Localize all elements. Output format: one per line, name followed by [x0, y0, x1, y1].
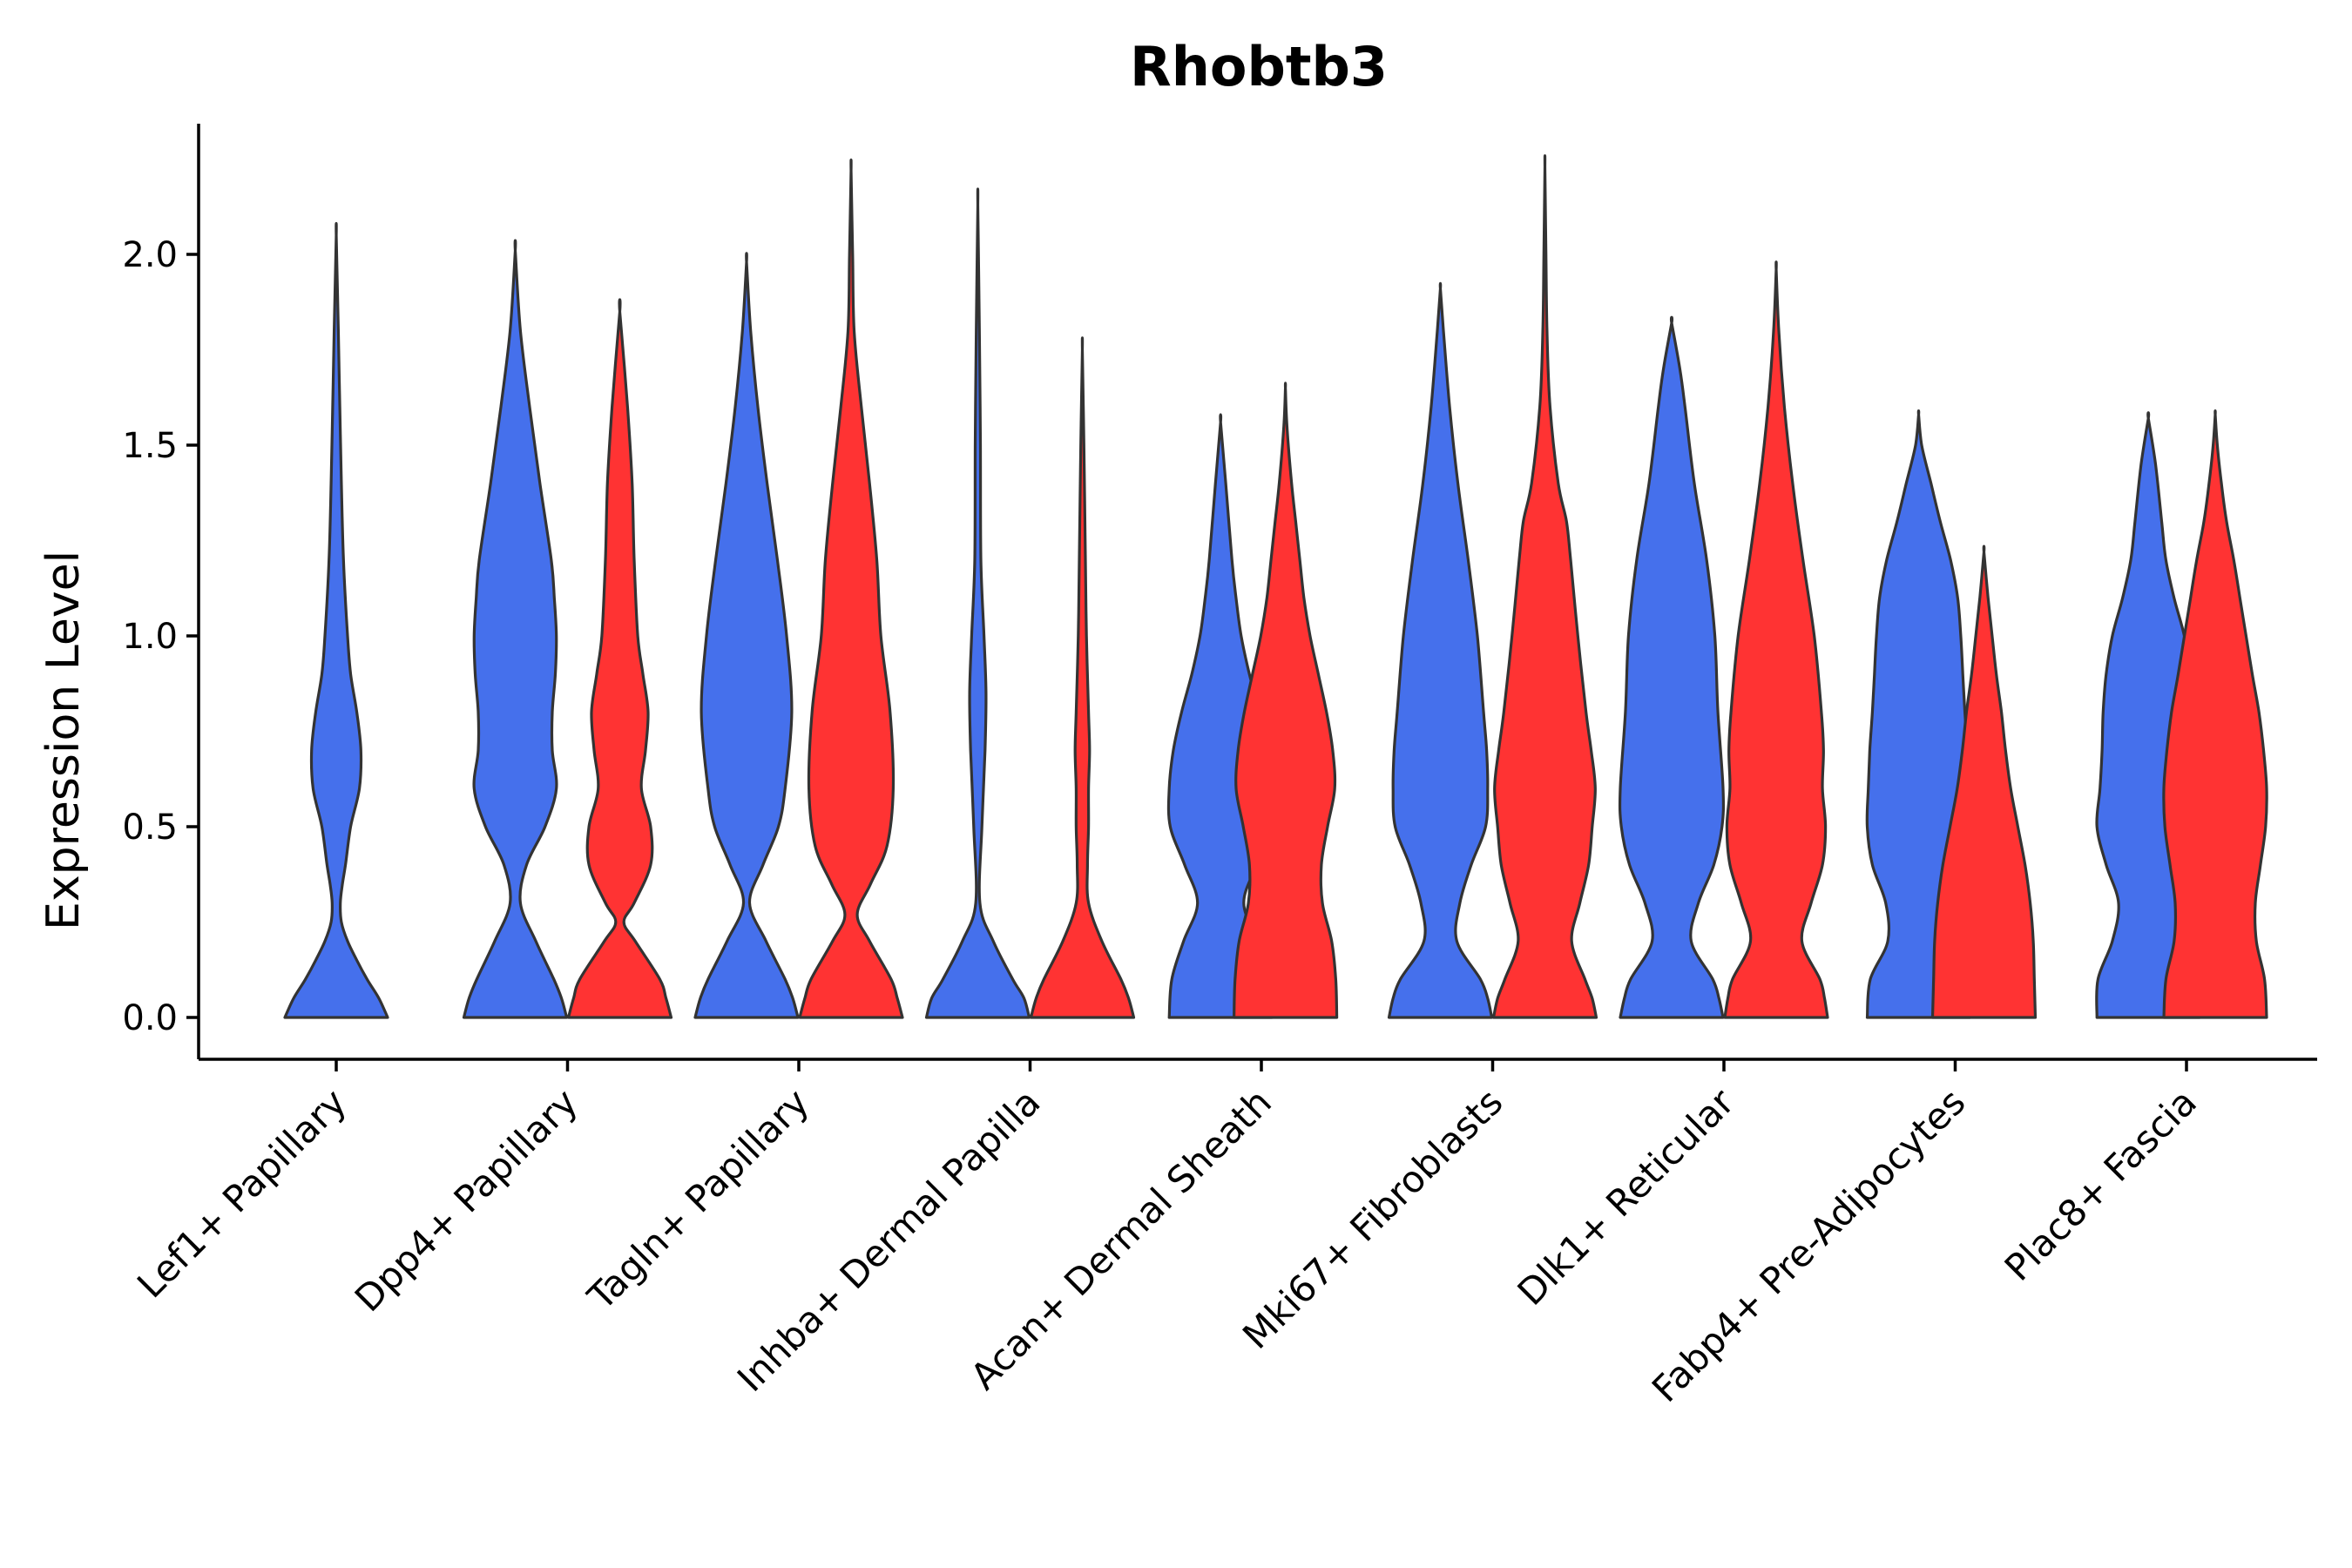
y-tick-label: 1.5 — [122, 426, 178, 466]
violin-5-group_a — [1387, 281, 1494, 1019]
y-tick-label: 1.0 — [122, 617, 178, 657]
violin-1-group_a — [462, 239, 569, 1019]
violin-3-group_b — [1029, 336, 1136, 1019]
violin-5-group_b — [1491, 154, 1598, 1019]
y-tick-label: 2.0 — [122, 235, 178, 275]
y-axis: 0.0 0.5 1.0 1.5 2.0 — [122, 124, 200, 1059]
violin-2-group_b — [798, 158, 904, 1019]
violin-1-group_b — [566, 298, 673, 1019]
violin-7-group_b — [1930, 544, 2038, 1019]
violin-4-group_b — [1233, 382, 1339, 1019]
y-tick-label: 0.5 — [122, 808, 178, 848]
violin-2-group_a — [693, 252, 800, 1019]
violin-6-group_a — [1618, 315, 1726, 1019]
x-tick-label: Tagln+ Papillary — [579, 1080, 817, 1318]
x-tick-label: Lef1+ Papillary — [129, 1080, 355, 1306]
y-tick-label: 0.0 — [122, 998, 178, 1038]
x-tick-label: Dlk1+ Reticular — [1510, 1080, 1743, 1314]
violin-group — [283, 154, 2268, 1019]
x-tick-label: Mki67+ Fibroblasts — [1234, 1080, 1511, 1356]
violin-6-group_b — [1723, 260, 1829, 1019]
violin-3-group_a — [924, 187, 1031, 1019]
chart-title: Rhobtb3 — [1130, 35, 1388, 98]
violin-8-group_b — [2162, 409, 2268, 1019]
x-tick-label: Plac8+ Fascia — [1997, 1080, 2205, 1288]
violin-0-group_a — [283, 221, 389, 1019]
y-axis-label: Expression Level — [37, 551, 90, 930]
x-tick-label: Dpp4+ Papillary — [347, 1080, 586, 1320]
